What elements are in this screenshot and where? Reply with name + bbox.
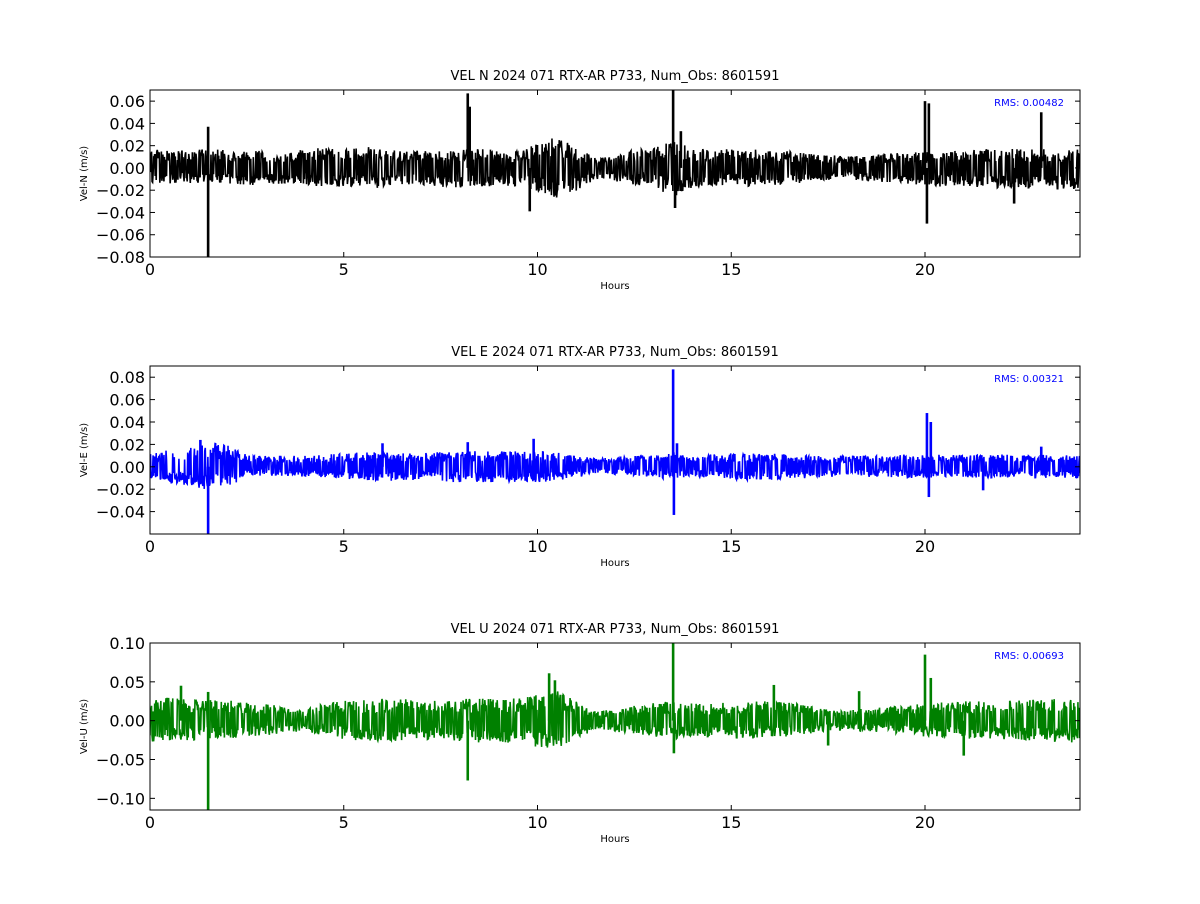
y-tick-label: 0.05 [109, 673, 145, 692]
y-tick-label: −0.05 [96, 751, 145, 770]
x-tick-label: 0 [145, 537, 155, 556]
y-tick-label: 0.02 [109, 137, 145, 156]
x-tick-label: 0 [145, 813, 155, 832]
x-tick-label: 10 [527, 813, 547, 832]
y-tick-label: −0.02 [96, 480, 145, 499]
y-tick-label: 0.00 [109, 712, 145, 731]
y-tick-label: 0.04 [109, 413, 145, 432]
y-tick-label: −0.08 [96, 248, 145, 267]
panel-east: 0 5 10 15 20 −0.04 −0.02 0.00 0.02 0.04 0.06 0.08 VE… [79, 345, 1081, 569]
y-tick-label: 0.10 [109, 634, 145, 653]
x-axis-label: Hours [600, 281, 629, 292]
x-tick-label: 0 [145, 260, 155, 279]
y-tick-label: 0.08 [109, 368, 145, 387]
panel-north: 0 5 10 15 20 −0.08 −0.06 −0.04 −0.02 0.00 0.02 0.04… [79, 69, 1081, 292]
x-tick-label: 15 [721, 537, 741, 556]
y-tick-label: −0.04 [96, 503, 145, 522]
axes-frame [149, 642, 1081, 811]
panel-up: 0 5 10 15 20 −0.10 −0.05 0.00 0.05 0.10 VEL U 2024… [79, 622, 1081, 845]
axes-frame [149, 89, 1081, 258]
x-tick-label: 15 [721, 260, 741, 279]
panel-title: VEL E 2024 071 RTX-AR P733, Num_Obs: 860… [451, 345, 778, 360]
x-tick-label: 5 [339, 260, 349, 279]
x-tick-label: 5 [339, 537, 349, 556]
y-tick-label: −0.04 [96, 203, 145, 222]
x-tick-label: 20 [915, 537, 935, 556]
series-line [150, 138, 1080, 198]
series-line [150, 691, 1080, 748]
x-tick-label: 15 [721, 813, 741, 832]
x-tick-label: 20 [915, 813, 935, 832]
y-tick-label: −0.06 [96, 226, 145, 245]
y-tick-label: 0.06 [109, 391, 145, 410]
axes-frame [149, 365, 1081, 535]
y-tick-label: 0.02 [109, 435, 145, 454]
panel-title: VEL N 2024 071 RTX-AR P733, Num_Obs: 860… [451, 69, 780, 84]
y-axis-label: Vel-E (m/s) [79, 423, 90, 477]
x-axis-label: Hours [600, 558, 629, 569]
series-line [150, 442, 1080, 489]
x-tick-label: 10 [527, 260, 547, 279]
x-tick-label: 5 [339, 813, 349, 832]
y-tick-label: 0.00 [109, 159, 145, 178]
y-axis-label: Vel-U (m/s) [79, 699, 90, 754]
y-tick-label: 0.06 [109, 92, 145, 111]
y-tick-label: −0.02 [96, 181, 145, 200]
x-axis-label: Hours [600, 834, 629, 845]
y-tick-label: 0.00 [109, 458, 145, 477]
panel-title: VEL U 2024 071 RTX-AR P733, Num_Obs: 860… [451, 622, 780, 637]
y-tick-label: −0.10 [96, 789, 145, 808]
rms-annotation: RMS: 0.00482 [994, 98, 1064, 109]
rms-annotation: RMS: 0.00321 [994, 374, 1064, 385]
x-tick-label: 10 [527, 537, 547, 556]
rms-annotation: RMS: 0.00693 [994, 651, 1064, 662]
y-axis-label: Vel-N (m/s) [79, 146, 90, 201]
x-tick-label: 20 [915, 260, 935, 279]
y-tick-label: 0.04 [109, 114, 145, 133]
